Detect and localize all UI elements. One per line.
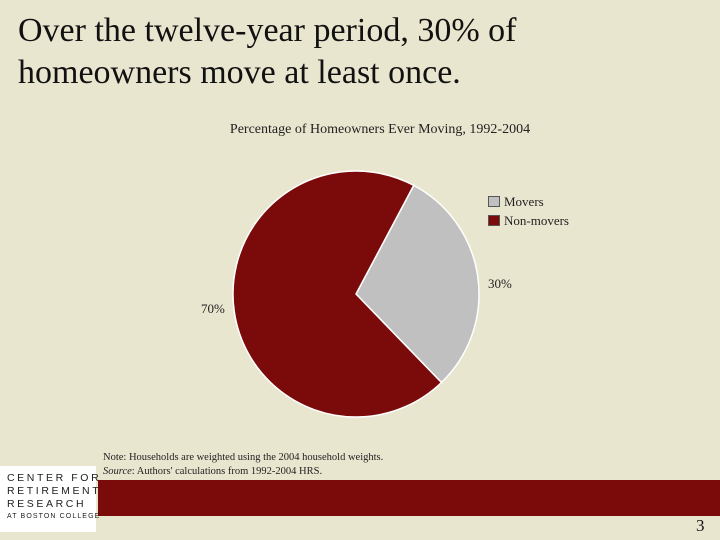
pie-slice-movers: [355, 184, 480, 384]
logo-line-3: RESEARCH: [7, 498, 87, 510]
note-source-label: Source: [103, 466, 132, 477]
logo-line-1: CENTER FOR: [7, 472, 102, 484]
pie-slice-non-movers: [232, 170, 443, 418]
legend-item-movers: Movers: [488, 192, 569, 211]
note-source-text: : Authors' calculations from 1992-2004 H…: [131, 466, 323, 477]
chart-note: Note: Households are weighted using the …: [103, 451, 383, 479]
note-weights: Note: Households are weighted using the …: [103, 452, 384, 463]
legend-swatch-movers: [488, 196, 500, 207]
legend-swatch-non-movers: [488, 215, 500, 226]
slice-label-non-movers: 70%: [201, 301, 225, 316]
chart-legend: Movers Non-movers: [488, 192, 569, 230]
page-number: 3: [696, 516, 705, 535]
note-source: Source: Authors' calculations from 1992-…: [103, 465, 383, 479]
legend-label-non-movers: Non-movers: [504, 212, 569, 228]
slice-label-movers: 30%: [488, 276, 512, 291]
logo-line-4: AT BOSTON COLLEGE: [7, 513, 101, 520]
footer-bar: [98, 480, 720, 516]
slide-title: Over the twelve-year period, 30% of home…: [18, 12, 517, 91]
chart-title: Percentage of Homeowners Ever Moving, 19…: [229, 122, 531, 137]
logo-line-2: RETIREMENT: [7, 485, 102, 497]
crr-logo: CENTER FOR RETIREMENT RESEARCH AT BOSTON…: [0, 466, 102, 532]
legend-label-movers: Movers: [504, 193, 544, 209]
legend-item-non-movers: Non-movers: [488, 211, 569, 230]
